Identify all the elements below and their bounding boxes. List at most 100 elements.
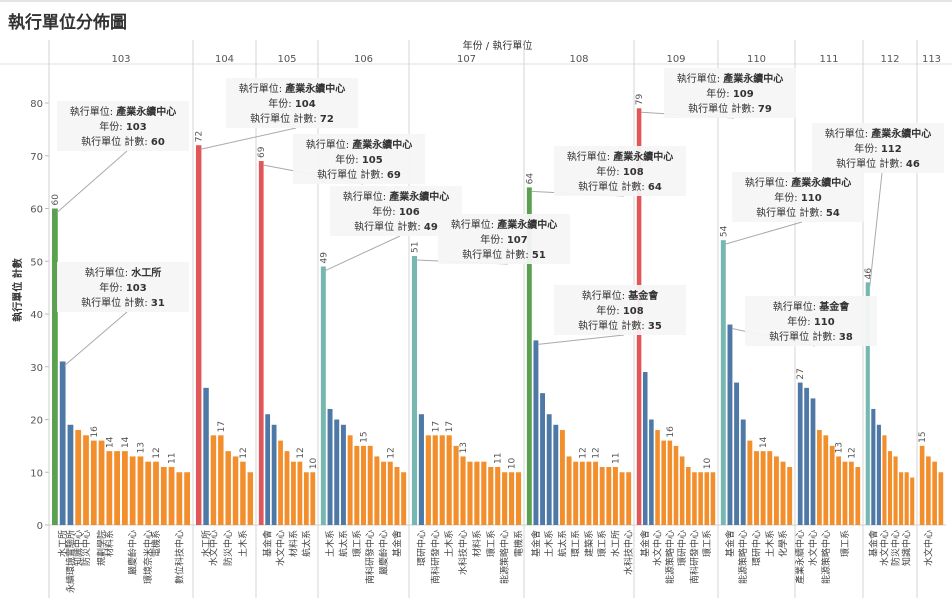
annotation-text: 執行單位: 水工所: [85, 266, 162, 279]
data-label: 13: [459, 442, 469, 453]
data-label: 11: [494, 453, 504, 464]
bar: [938, 472, 944, 525]
bar: [439, 435, 445, 525]
annotation-text: 執行單位: 產業永續中心: [239, 82, 346, 95]
annotation-text: 年份: 103: [99, 120, 146, 133]
bar: [734, 382, 740, 525]
bar: [291, 461, 296, 525]
bar: [533, 340, 539, 525]
x-tick-label: 建築系: [583, 530, 595, 557]
data-label: 12: [592, 447, 602, 458]
bar: [904, 472, 909, 525]
bar: [797, 382, 803, 525]
data-label: 16: [666, 426, 676, 438]
annotation-box: [745, 296, 877, 346]
year-header-111: 111: [819, 54, 838, 65]
data-label: 72: [195, 131, 205, 142]
bar: [75, 430, 82, 525]
data-label: 12: [847, 447, 857, 458]
annotation-text: 年份: 108: [596, 165, 643, 178]
x-tick-label: 材料系: [287, 530, 299, 557]
bar: [327, 408, 333, 525]
annotation-text: 執行單位 計數: 51: [462, 248, 546, 261]
bar: [787, 466, 793, 525]
x-tick-label: 基金會: [391, 530, 403, 557]
data-label: 14: [759, 436, 769, 448]
x-tick-label: 環工系: [702, 530, 713, 557]
x-tick-label: 水科技中心: [623, 530, 635, 575]
bar: [297, 461, 303, 525]
y-tick-label: 0: [37, 521, 43, 532]
bar: [509, 472, 515, 525]
data-label: 10: [309, 458, 319, 470]
bar: [381, 461, 387, 525]
bar: [829, 445, 835, 525]
x-tick-label: 水工所: [609, 530, 621, 557]
data-label: 11: [611, 453, 621, 464]
x-tick-label: 環境奈米中心: [142, 530, 154, 584]
bar: [823, 435, 829, 525]
annotation-text: 執行單位: 產業永續中心: [677, 72, 784, 85]
bar: [919, 445, 925, 525]
data-label: 51: [410, 242, 420, 253]
data-label: 13: [136, 442, 146, 453]
bar: [720, 240, 726, 525]
y-tick-label: 80: [30, 99, 43, 110]
bar: [168, 466, 175, 525]
bar: [432, 435, 438, 525]
bar: [780, 461, 786, 525]
bar: [394, 466, 400, 525]
bar: [546, 414, 552, 525]
annotation-text: 執行單位 計數: 72: [250, 112, 334, 125]
data-label: 17: [431, 421, 441, 432]
bar: [649, 419, 654, 525]
bar: [265, 414, 271, 525]
bar: [303, 472, 309, 525]
annotation-leader: [725, 221, 803, 245]
annotation-box: [226, 78, 358, 128]
bar: [129, 456, 136, 525]
data-label: 64: [525, 173, 535, 185]
data-label: 46: [864, 268, 874, 280]
bar: [160, 466, 167, 525]
data-label: 79: [635, 94, 645, 106]
x-tick-label: 能源策略中心: [664, 530, 676, 584]
bar: [740, 419, 746, 525]
x-tick-label: 基金會: [530, 530, 542, 557]
bar: [727, 324, 733, 525]
x-tick-label: 南科研發中心: [364, 530, 376, 584]
bar: [59, 361, 66, 525]
data-label: 17: [445, 421, 455, 432]
x-tick-label: 防災中心: [222, 530, 234, 566]
x-tick-label: 水文中心: [807, 530, 819, 566]
annotation-text: 年份: 106: [372, 205, 419, 218]
data-label: 27: [796, 368, 806, 379]
year-header-108: 108: [569, 54, 588, 65]
x-tick-label: 水文中心: [652, 530, 664, 566]
x-tick-label: 規劃學院: [96, 530, 108, 566]
x-tick-label: 數位科技中心: [173, 530, 185, 584]
bar: [586, 461, 592, 525]
x-tick-label: 基金會: [639, 530, 651, 557]
annotation-box: [438, 214, 570, 264]
x-tick-label: 水科技中心: [457, 530, 469, 575]
bar: [474, 461, 480, 525]
data-label: 10: [508, 458, 518, 470]
annotation-leader: [537, 334, 625, 345]
bar: [540, 393, 546, 525]
bar: [460, 456, 466, 525]
data-label: 54: [719, 225, 729, 237]
bar: [773, 456, 779, 525]
bar: [488, 466, 494, 525]
bar: [401, 472, 407, 525]
annotation-text: 執行單位: 產業永續中心: [825, 127, 932, 140]
x-tick-label: 環工系: [352, 530, 363, 557]
annotation-text: 年份: 107: [480, 233, 527, 246]
bar: [106, 451, 113, 525]
year-header-109: 109: [666, 54, 685, 65]
x-tick-label: 水文中心: [878, 530, 890, 566]
annotation-leader: [200, 127, 297, 150]
bar: [686, 466, 691, 525]
bar: [114, 451, 120, 525]
data-label: 13: [835, 442, 845, 453]
